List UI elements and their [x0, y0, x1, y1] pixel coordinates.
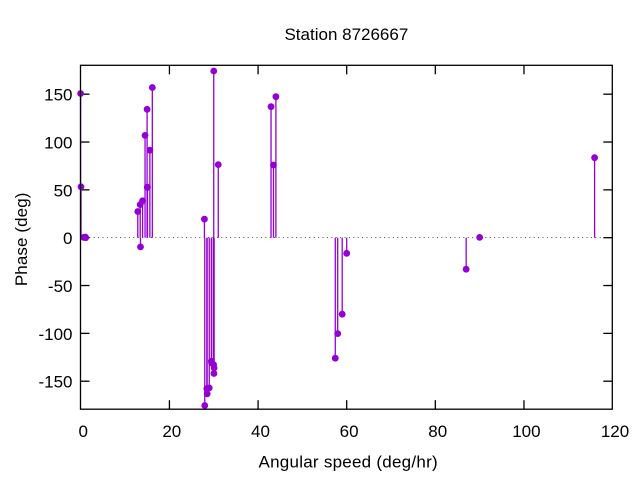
svg-text:60: 60 — [340, 422, 359, 441]
svg-text:20: 20 — [162, 422, 181, 441]
svg-text:-150: -150 — [38, 373, 72, 392]
svg-text:50: 50 — [54, 181, 73, 200]
svg-text:Angular speed (deg/hr): Angular speed (deg/hr) — [259, 453, 438, 472]
svg-text:Station 8726667: Station 8726667 — [284, 25, 408, 44]
svg-text:-50: -50 — [48, 277, 73, 296]
svg-text:-100: -100 — [38, 325, 72, 344]
svg-text:100: 100 — [44, 133, 72, 152]
svg-text:100: 100 — [512, 422, 540, 441]
svg-text:0: 0 — [78, 422, 87, 441]
svg-text:40: 40 — [251, 422, 270, 441]
svg-text:0: 0 — [63, 229, 72, 248]
svg-text:Phase (deg): Phase (deg) — [12, 192, 31, 286]
svg-text:120: 120 — [601, 422, 629, 441]
svg-text:150: 150 — [44, 86, 72, 105]
svg-text:80: 80 — [428, 422, 447, 441]
